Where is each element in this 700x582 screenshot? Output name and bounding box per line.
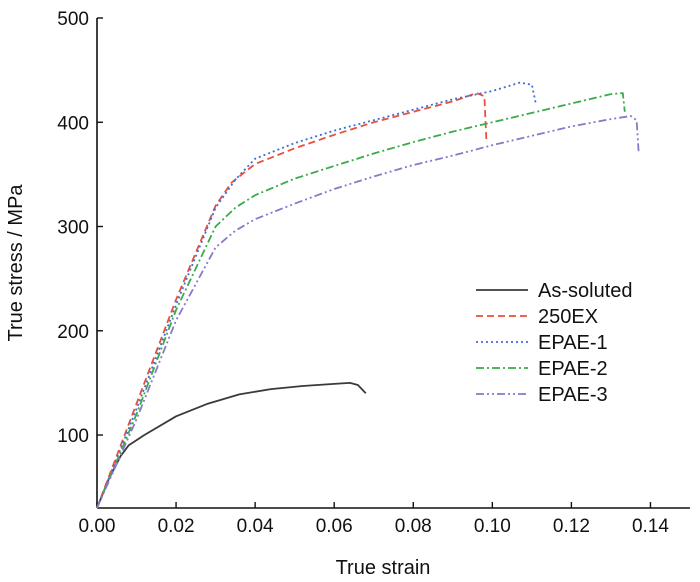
legend-label: EPAE-1 [538,332,608,354]
x-tick-label: 0.04 [237,516,274,537]
y-tick-label: 500 [57,9,89,30]
series-line-3 [96,92,626,509]
series-line-2 [96,81,537,509]
y-axis-title: True stress / MPa [5,184,27,342]
legend: As-soluted 250EX EPAE-1 EPAE-2 EPAE-3 [476,280,633,406]
series-line-0 [96,382,367,509]
y-tick-label: 200 [57,322,89,343]
x-tick-label: 0.12 [553,516,590,537]
x-tick-label: 0.02 [158,516,195,537]
axis-ticks: 0.00 0.02 0.04 0.06 0.08 0.10 0.12 0.14 100 200 30… [57,9,669,537]
y-tick-label: 300 [57,218,89,239]
x-tick-label: 0.08 [395,516,432,537]
series-lines [96,81,640,509]
y-tick-label: 100 [57,426,89,447]
x-tick-label: 0.14 [632,516,669,537]
legend-label: EPAE-3 [538,384,608,406]
x-axis-title: True strain [336,557,431,579]
legend-label: EPAE-2 [538,358,608,380]
x-tick-label: 0.06 [316,516,353,537]
series-line-1 [96,92,488,509]
x-tick-label: 0.00 [79,516,116,537]
x-tick-label: 0.10 [474,516,511,537]
plot-frame [96,18,690,509]
legend-label: As-soluted [538,280,633,302]
legend-label: 250EX [538,306,598,328]
y-tick-label: 400 [57,113,89,134]
